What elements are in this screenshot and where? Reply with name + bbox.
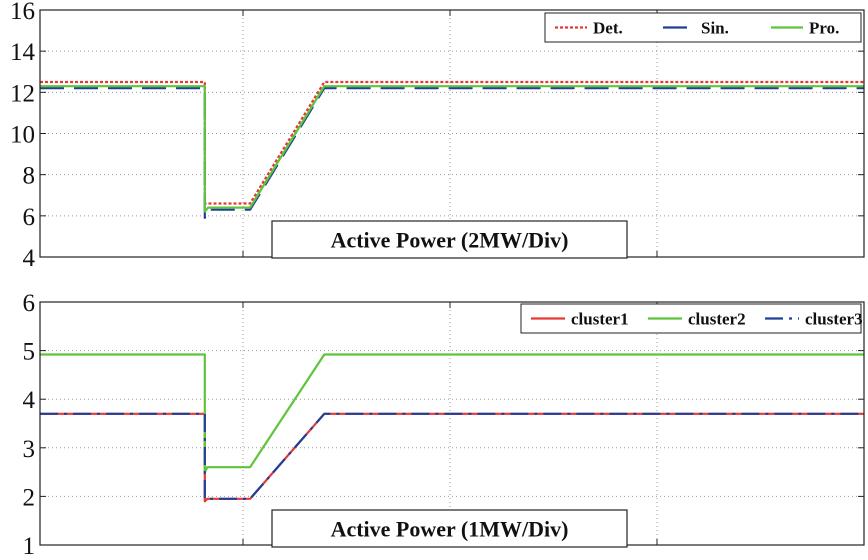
y-tick-label: 4 <box>23 387 36 414</box>
series-line-sin <box>40 87 864 219</box>
plot-frame <box>39 301 865 546</box>
legend: Det. Sin. Pro. <box>544 12 862 43</box>
legend-box <box>520 303 862 334</box>
series-line-cluster3 <box>40 412 864 500</box>
y-tick-label: 1 <box>23 533 36 560</box>
legend-label: cluster3 <box>805 310 863 329</box>
chart-caption: Active Power (1MW/Div) <box>331 517 569 542</box>
legend-label: Pro. <box>809 19 839 38</box>
legend-box <box>544 12 862 43</box>
series-line-cluster1 <box>40 412 864 503</box>
chart-caption: Active Power (2MW/Div) <box>331 228 569 253</box>
series-line-det <box>40 80 864 205</box>
y-tick-label: 2 <box>23 484 36 511</box>
y-tick-label: 3 <box>23 436 36 463</box>
y-tick-label: 6 <box>23 204 36 231</box>
y-tick-label: 10 <box>10 122 35 149</box>
legend-label: Sin. <box>701 19 729 38</box>
y-tick-label: 4 <box>23 245 36 272</box>
series-line-pro <box>40 85 864 213</box>
caption-box <box>271 220 628 259</box>
chart-panel-1: 4 6 8 10 12 14 16 Det. Sin. Pro. Active Power (2MW… <box>10 0 865 272</box>
legend-label: Det. <box>593 19 623 38</box>
y-tick-label: 14 <box>10 39 36 66</box>
y-tick-label: 6 <box>23 290 36 317</box>
y-tick-label: 5 <box>23 339 36 366</box>
legend-label: cluster1 <box>571 310 629 329</box>
chart-panel-2: 1 2 3 4 5 6 cluster1 cluster2 cluster3 Active Pow… <box>23 290 865 560</box>
y-tick-label: 8 <box>23 163 36 190</box>
caption-box <box>271 509 628 548</box>
y-tick-label: 16 <box>10 0 35 25</box>
series-line-cluster2 <box>40 353 864 474</box>
y-tick-label: 12 <box>10 80 35 107</box>
legend-label: cluster2 <box>688 310 746 329</box>
legend: cluster1 cluster2 cluster3 <box>520 303 863 334</box>
